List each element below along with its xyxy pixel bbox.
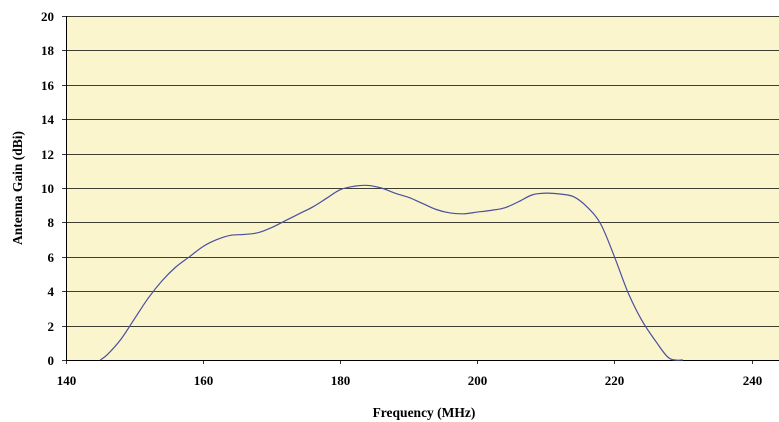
axes [62,16,779,364]
y-tick-label: 0 [48,353,55,368]
y-tick-label: 14 [41,112,55,127]
plot-area [66,16,779,360]
y-tick-label: 20 [41,9,54,24]
y-tick-label: 8 [48,215,55,230]
y-axis-title: Antenna Gain (dBi) [10,131,25,245]
x-axis-title: Frequency (MHz) [373,405,476,420]
y-tick-label: 12 [41,147,54,162]
y-tick-label: 16 [41,78,55,93]
x-tick-label: 240 [743,373,763,388]
tick-labels: 0 2 4 6 8 10 12 14 16 18 20 140 160 180 200 220 240 [41,9,762,388]
y-tick-label: 2 [48,319,55,334]
x-tick-label: 180 [331,373,351,388]
y-tick-label: 6 [48,250,55,265]
gridlines [66,16,779,327]
x-tick-label: 140 [57,373,77,388]
x-tick-label: 160 [194,373,214,388]
y-tick-label: 10 [41,181,54,196]
y-tick-label: 18 [41,43,55,58]
series-line [99,184,684,361]
x-tick-label: 220 [605,373,625,388]
x-tick-label: 200 [468,373,488,388]
y-tick-label: 4 [48,284,55,299]
